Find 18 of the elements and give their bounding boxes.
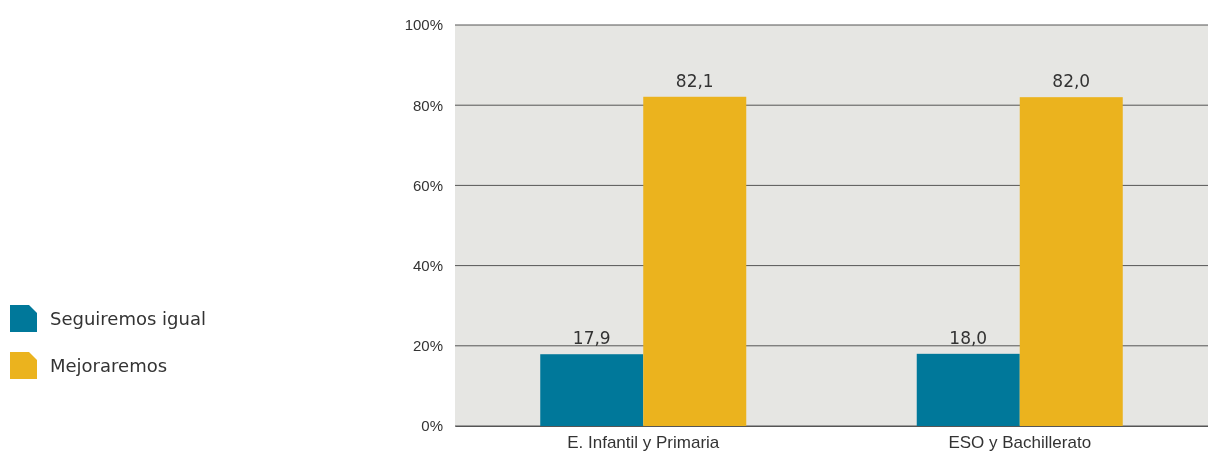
y-tick-label: 40% bbox=[412, 256, 443, 274]
y-tick-label: 60% bbox=[412, 176, 443, 194]
bar bbox=[540, 354, 644, 426]
data-label: 82,0 bbox=[1052, 71, 1091, 92]
legend-label: Seguiremos igual bbox=[50, 308, 206, 329]
bar bbox=[643, 96, 747, 426]
data-label: 18,0 bbox=[949, 327, 988, 348]
y-tick-label: 0% bbox=[421, 417, 443, 435]
bar bbox=[916, 353, 1020, 426]
data-label: 82,1 bbox=[675, 70, 714, 91]
x-tick-label: ESO y Bachillerato bbox=[948, 433, 1092, 453]
legend-label: Mejoraremos bbox=[50, 355, 168, 376]
bar bbox=[1019, 97, 1123, 426]
y-tick-label: 20% bbox=[412, 337, 443, 355]
y-tick-label: 80% bbox=[412, 96, 443, 114]
x-tick-label: E. Infantil y Primaria bbox=[567, 433, 720, 453]
y-tick-label: 100% bbox=[404, 16, 443, 34]
data-label: 17,9 bbox=[572, 328, 611, 349]
